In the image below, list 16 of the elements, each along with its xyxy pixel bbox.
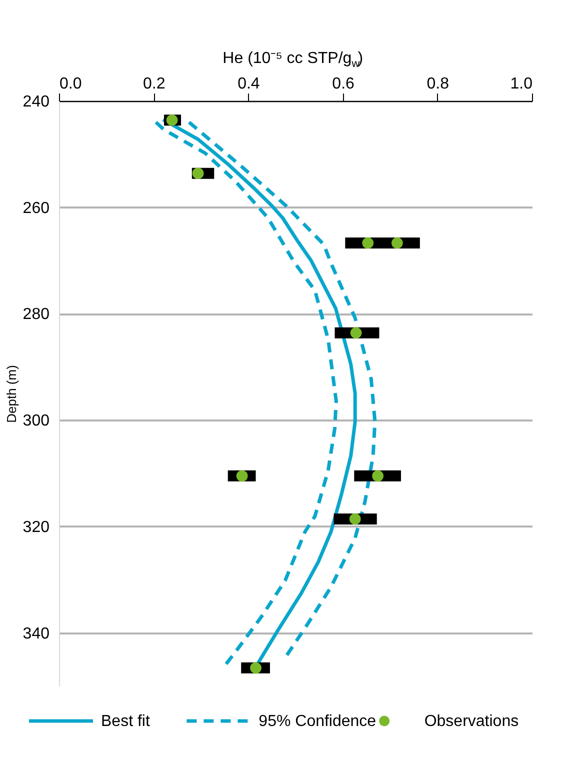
x-tick-label: 0.6 [332, 76, 355, 92]
y-tick-label: 320 [22, 518, 50, 536]
x-tick-label: 1.0 [510, 76, 533, 92]
x-tick-label: 0.8 [426, 76, 450, 92]
y-tick-label: 340 [22, 625, 50, 642]
x-tick-label: 0.2 [142, 76, 166, 92]
legend-label: Observations [424, 713, 519, 730]
legend-label: 95% Confidence [258, 713, 376, 730]
x-tick-label: 0.4 [238, 76, 260, 92]
y-tick-label: 300 [22, 412, 50, 430]
legend-label: Best fit [101, 713, 150, 730]
y-tick-label: 240 [22, 94, 50, 110]
y-tick-label: 280 [22, 306, 50, 324]
y-axis-title: Depth (m) [4, 365, 19, 423]
x-tick-label: 0.0 [60, 76, 82, 92]
y-tick-label: 260 [22, 200, 50, 217]
